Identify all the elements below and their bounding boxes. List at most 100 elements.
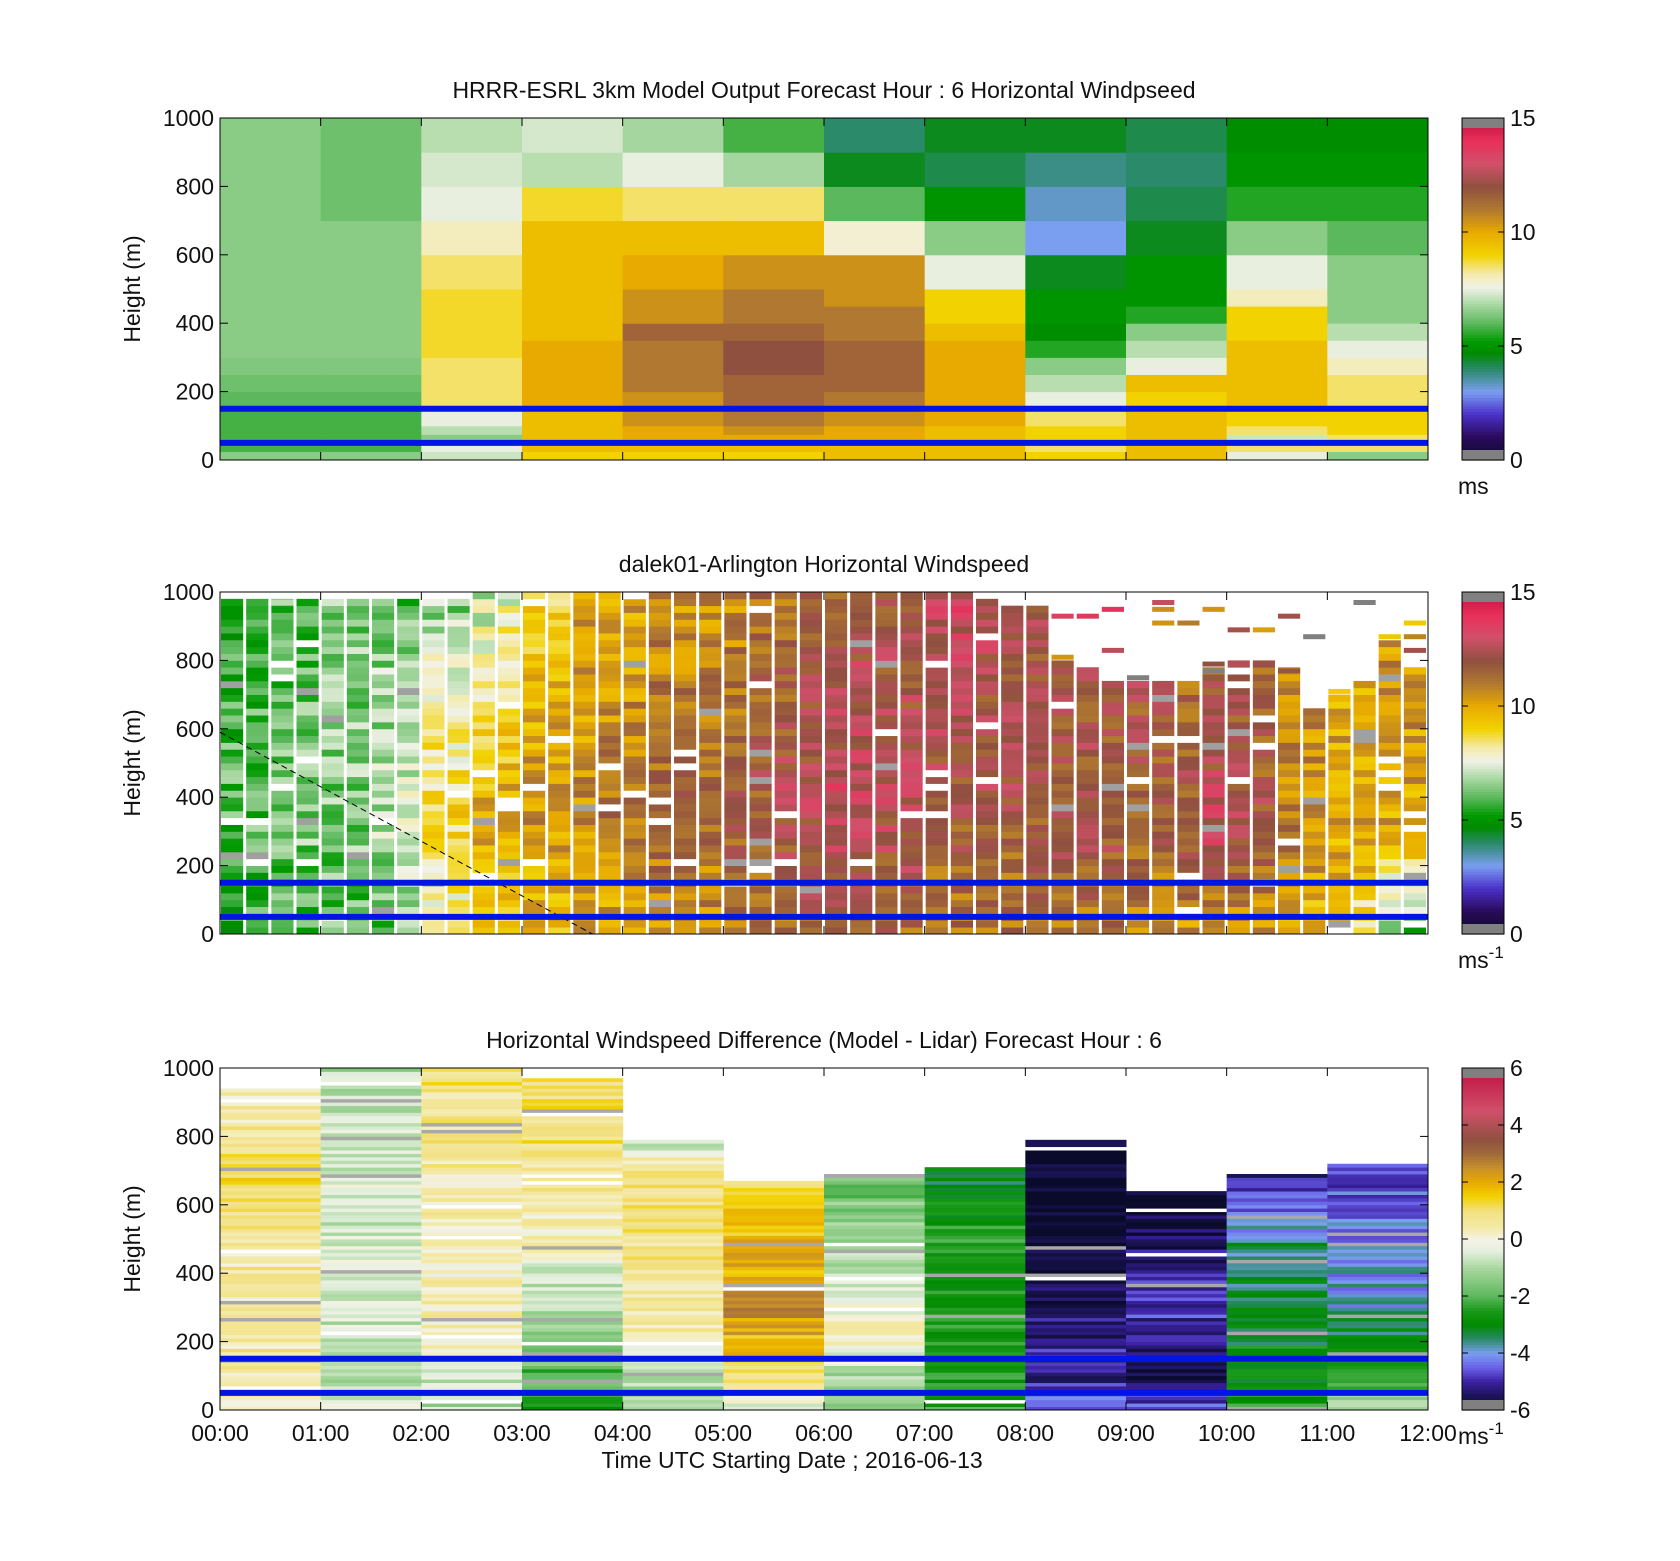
- colorbar-tick-label: -6: [1510, 1397, 1530, 1423]
- lidar-gate: [397, 660, 420, 668]
- heatmap-cell: [723, 357, 825, 375]
- lidar-gate: [573, 592, 596, 600]
- difference-cell: [622, 1286, 724, 1291]
- colorbar-swatch: [1462, 326, 1504, 330]
- lidar-gate: [976, 667, 999, 675]
- lidar-gate: [648, 687, 671, 695]
- lidar-gate: [346, 899, 369, 908]
- colorbar-swatch: [1462, 269, 1504, 273]
- lidar-gate: [246, 763, 269, 771]
- difference-cell: [824, 1293, 926, 1298]
- difference-cell: [1126, 1259, 1228, 1264]
- lidar-gate: [950, 804, 973, 812]
- lidar-gate: [623, 646, 646, 654]
- lidar-gate: [774, 872, 797, 880]
- lidar-gate: [397, 687, 420, 695]
- lidar-gate: [925, 797, 948, 805]
- difference-cell: [824, 1362, 926, 1366]
- difference-cell: [1226, 1218, 1328, 1223]
- lidar-gate: [1001, 858, 1024, 866]
- lidar-gate: [573, 721, 596, 730]
- lidar-gate: [774, 721, 797, 730]
- colorbar-swatch: [1462, 1390, 1504, 1394]
- lidar-gate: [397, 845, 420, 853]
- difference-cell: [1226, 1307, 1328, 1312]
- lidar-gate: [1227, 680, 1250, 689]
- difference-cell: [1126, 1211, 1228, 1216]
- heatmap-cell: [1327, 374, 1429, 393]
- lidar-gate: [372, 831, 395, 839]
- lidar-gate: [246, 927, 269, 935]
- lidar-gate: [950, 817, 973, 825]
- colorbar-swatch: [1462, 782, 1504, 787]
- difference-cell: [522, 1174, 624, 1178]
- lidar-gate: [422, 667, 445, 675]
- difference-cell: [824, 1338, 926, 1342]
- difference-cell: [522, 1375, 624, 1380]
- lidar-gate: [724, 701, 747, 709]
- difference-cell: [220, 1327, 322, 1332]
- lidar-gate: [925, 756, 948, 764]
- lidar-gate: [1278, 769, 1301, 778]
- lidar-gate: [1353, 742, 1376, 750]
- heatmap-cell: [220, 306, 322, 324]
- colorbar-swatch: [1462, 254, 1504, 259]
- lidar-gate: [1152, 845, 1175, 853]
- lidar-gate: [950, 763, 973, 771]
- difference-cell: [320, 1375, 422, 1380]
- lidar-gate: [523, 906, 546, 914]
- heatmap-cell: [1327, 254, 1429, 290]
- lidar-gate: [548, 927, 571, 935]
- lidar-return: [1403, 620, 1426, 626]
- difference-cell: [622, 1235, 724, 1240]
- heatmap-cell: [622, 306, 724, 324]
- lidar-gate: [950, 851, 973, 860]
- lidar-gate: [1378, 721, 1401, 730]
- heatmap-cell: [522, 306, 624, 324]
- lidar-gate: [1252, 735, 1275, 743]
- lidar-return: [1127, 675, 1150, 681]
- heatmap-cell: [723, 425, 825, 435]
- lidar-gate: [825, 769, 848, 778]
- lidar-gate: [1403, 708, 1426, 716]
- lidar-gate: [749, 715, 772, 723]
- colorbar-swatch: [1462, 1241, 1504, 1246]
- colorbar-swatch: [1462, 1193, 1504, 1197]
- difference-cell: [1025, 1262, 1127, 1267]
- lidar-gate: [523, 817, 546, 825]
- lidar-gate: [1001, 633, 1024, 641]
- lidar-gate: [422, 756, 445, 764]
- lidar-gate: [447, 838, 470, 846]
- lidar-gate: [346, 831, 369, 839]
- lidar-gate: [1353, 851, 1376, 860]
- lidar-gate: [321, 906, 344, 914]
- lidar-gate: [976, 646, 999, 654]
- lidar-gate: [950, 886, 973, 894]
- lidar-gate: [1403, 776, 1426, 784]
- difference-cell: [723, 1215, 825, 1219]
- lidar-gate: [1177, 872, 1200, 880]
- lidar-gate: [1051, 906, 1074, 914]
- lidar-gate: [850, 817, 873, 825]
- difference-cell: [824, 1334, 926, 1339]
- difference-cell: [622, 1239, 724, 1243]
- heatmap-cell: [522, 374, 624, 393]
- colorbar-swatch: [1462, 834, 1504, 838]
- difference-cell: [220, 1368, 322, 1373]
- lidar-gate: [246, 892, 269, 901]
- heatmap-cell: [320, 357, 422, 375]
- lidar-gate: [799, 687, 822, 695]
- difference-cell: [622, 1280, 724, 1284]
- colorbar-swatch: [1462, 1224, 1504, 1229]
- difference-cell: [924, 1167, 1026, 1171]
- colorbar-cap-bottom: [1462, 450, 1504, 460]
- lidar-gate: [321, 694, 344, 702]
- difference-cell: [1327, 1208, 1429, 1213]
- difference-cell: [320, 1403, 422, 1407]
- lidar-gate: [1328, 742, 1351, 750]
- lidar-gate: [950, 721, 973, 730]
- lidar-gate: [623, 824, 646, 832]
- lidar-gate: [1101, 810, 1124, 819]
- lidar-gate: [1076, 749, 1099, 757]
- lidar-gate: [397, 838, 420, 846]
